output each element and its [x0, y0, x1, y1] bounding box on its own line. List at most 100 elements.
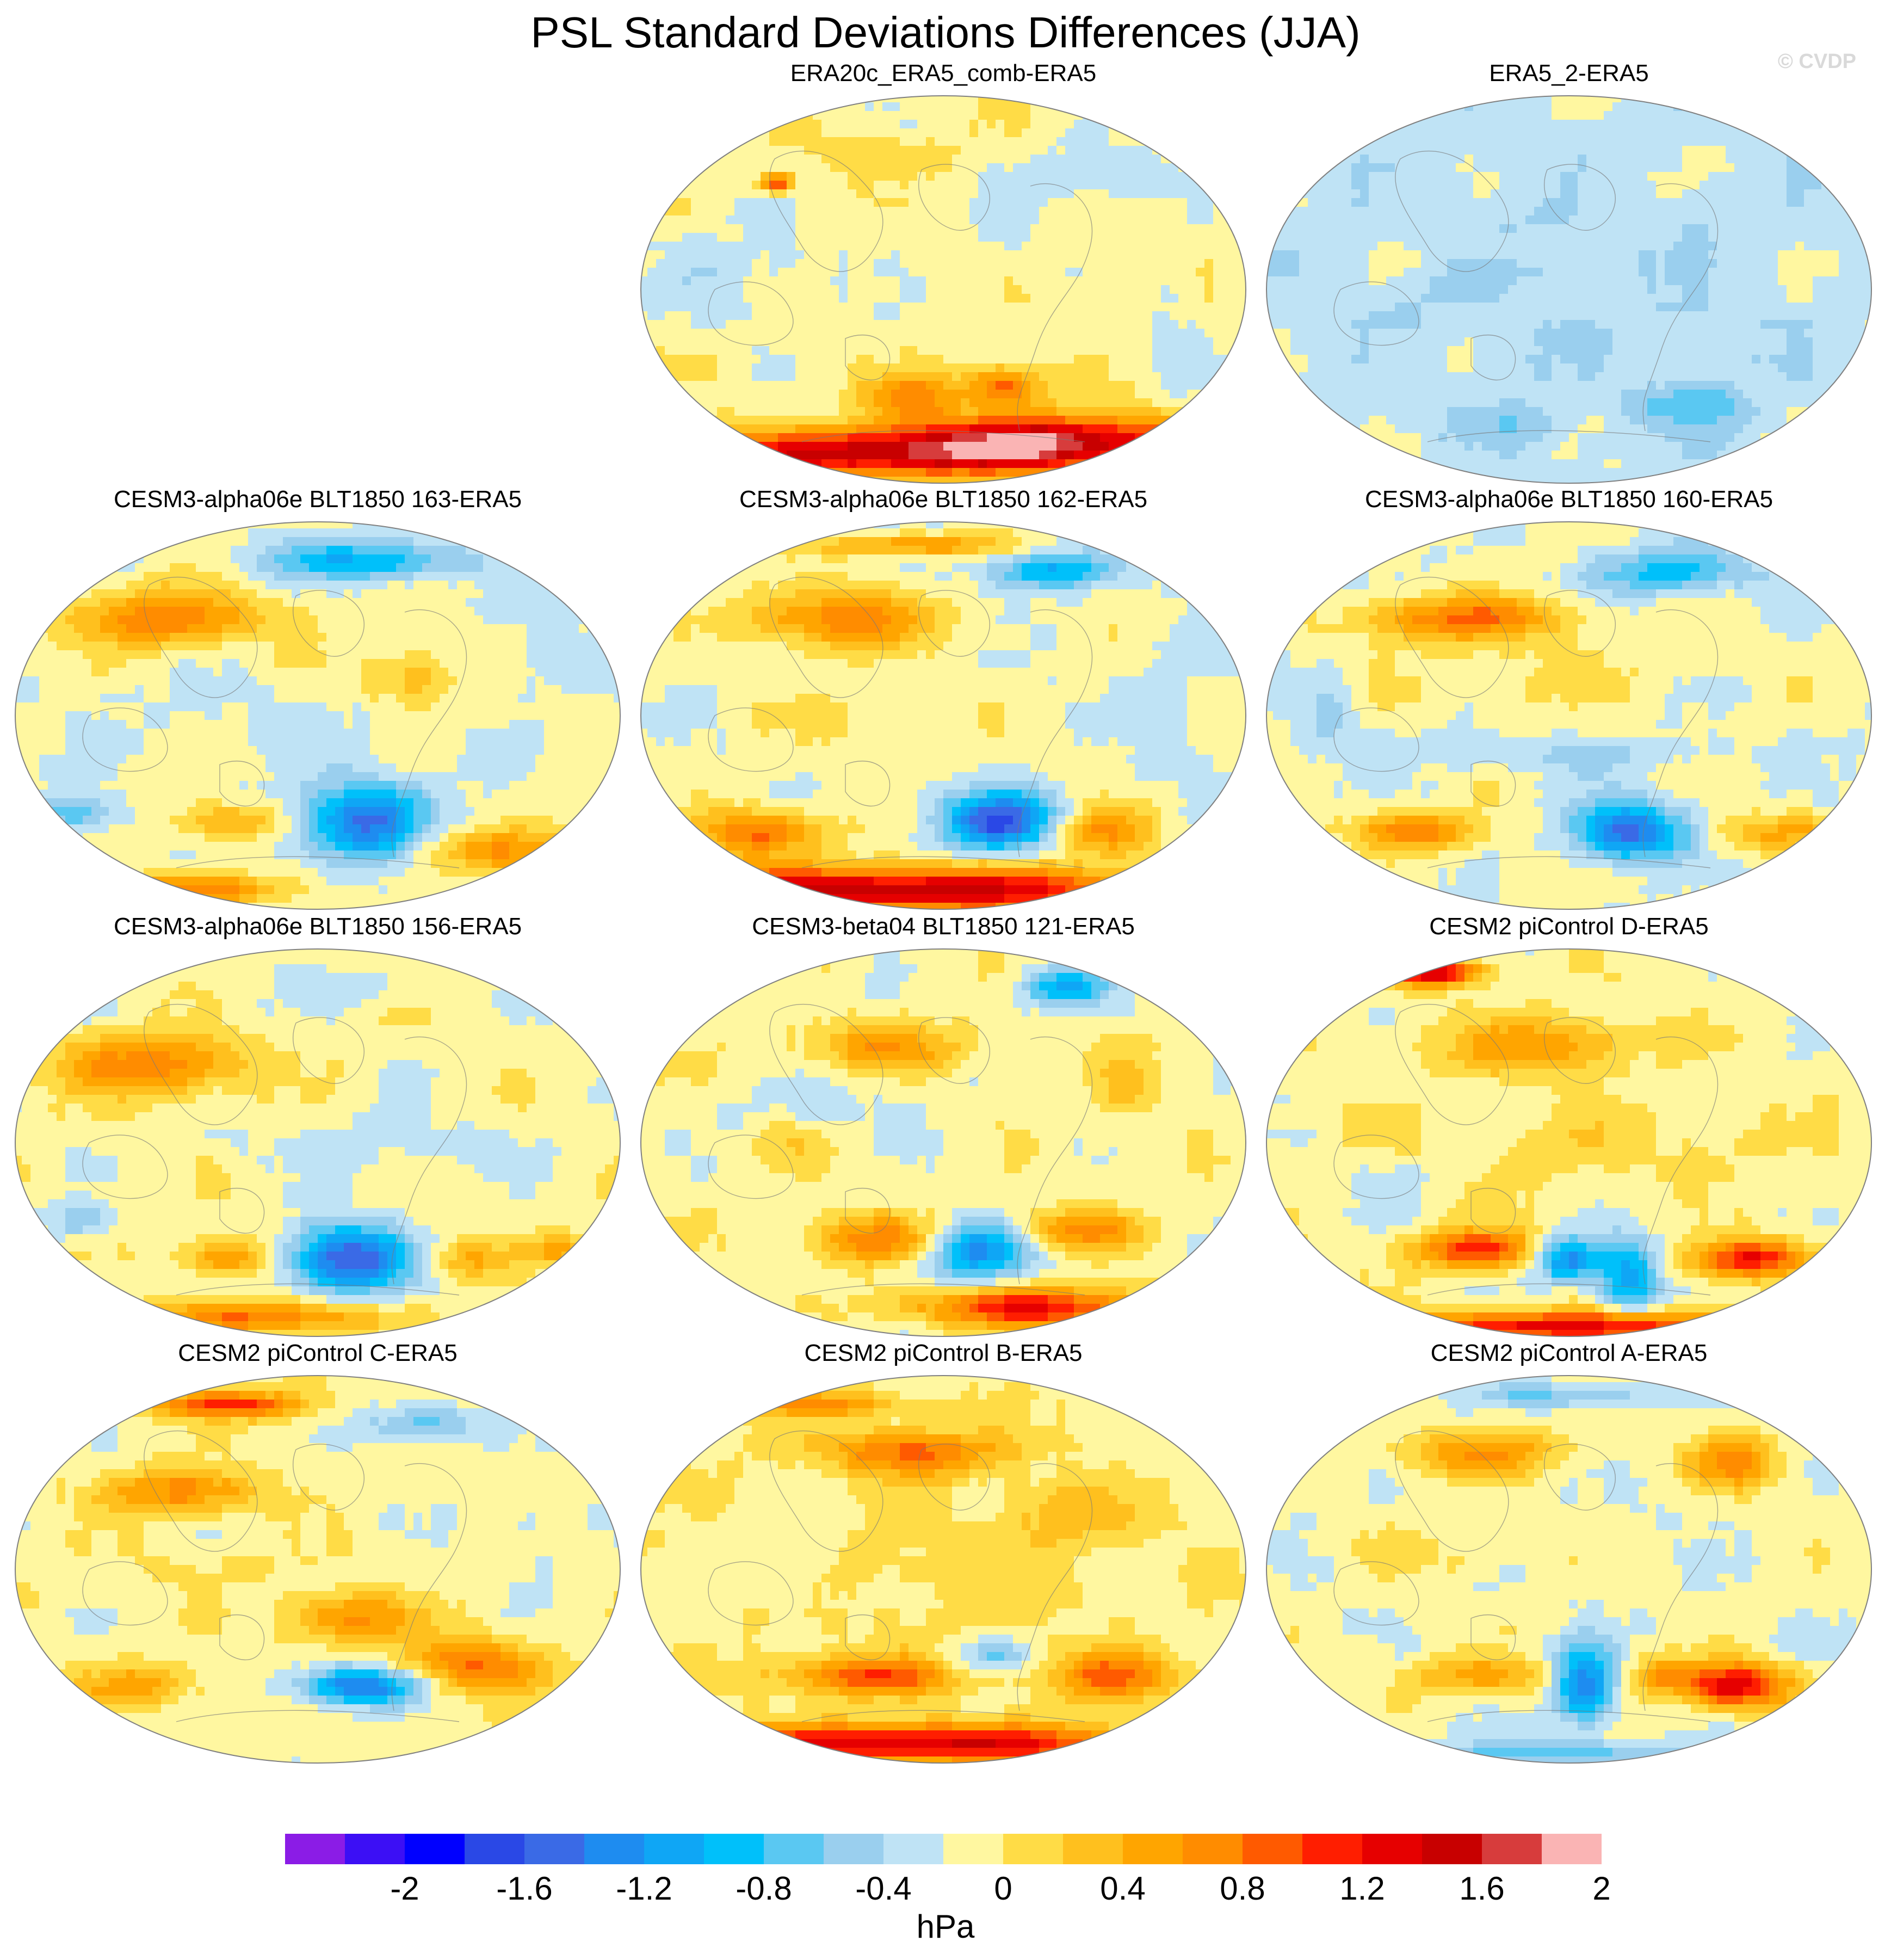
field-cell [1673, 346, 1683, 355]
field-cell [1039, 346, 1048, 355]
field-cell [804, 120, 813, 129]
field-cell [1386, 259, 1395, 268]
field-cell [943, 163, 953, 172]
field-cell [996, 381, 1005, 390]
field-cell [1222, 372, 1231, 381]
field-cell [1377, 268, 1387, 277]
field-cell [1395, 337, 1404, 347]
field-cell [1022, 477, 1031, 483]
field-cell [1430, 128, 1439, 138]
field-cell [1317, 285, 1326, 294]
field-cell [900, 146, 909, 155]
field-cell [865, 207, 874, 216]
field-cell [1135, 181, 1144, 190]
field-cell [917, 146, 926, 155]
field-cell [1821, 215, 1831, 225]
field-cell [1299, 372, 1308, 381]
field-cell [1135, 303, 1144, 312]
field-cell [1013, 276, 1022, 286]
field-cell [726, 381, 735, 390]
field-cell [1386, 433, 1395, 442]
field-cell [1717, 346, 1726, 355]
field-cell [752, 390, 761, 399]
field-cell [795, 207, 805, 216]
field-cell [1847, 311, 1857, 320]
field-cell [1491, 137, 1500, 146]
field-cell [813, 433, 822, 442]
field-cell [969, 146, 979, 155]
field-cell [1030, 381, 1040, 390]
field-cell [1377, 285, 1387, 294]
field-cell [1499, 433, 1509, 442]
field-cell [1517, 398, 1526, 408]
field-cell [743, 268, 752, 277]
field-cell [1231, 268, 1240, 277]
field-cell [1787, 285, 1796, 294]
field-cell [1161, 337, 1170, 347]
field-cell [926, 215, 935, 225]
field-cell [1604, 111, 1613, 120]
field-cell [1464, 198, 1474, 207]
field-cell [1717, 268, 1726, 277]
field-cell [1404, 215, 1413, 225]
field-cell [1673, 207, 1683, 216]
field-cell [1517, 372, 1526, 381]
field-cell [1360, 320, 1369, 329]
field-cell [1144, 346, 1153, 355]
field-cell [769, 363, 778, 373]
field-cell [943, 303, 953, 312]
field-cell [1039, 137, 1048, 146]
field-cell [952, 181, 961, 190]
field-cell [734, 207, 744, 216]
field-cell [1386, 268, 1395, 277]
field-cell [1543, 146, 1552, 155]
field-cell [1039, 233, 1048, 242]
field-cell [778, 146, 787, 155]
field-cell [1083, 442, 1092, 451]
field-cell [830, 355, 839, 364]
field-cell [856, 96, 866, 103]
field-cell [691, 268, 700, 277]
field-cell [1325, 311, 1334, 320]
field-cell [1065, 442, 1074, 451]
field-cell [1656, 120, 1665, 129]
field-cell [1056, 398, 1066, 408]
field-cell [1317, 311, 1326, 320]
field-cell [821, 111, 831, 120]
field-cell [1299, 215, 1308, 225]
field-cell [700, 207, 709, 216]
field-cell [1317, 250, 1326, 260]
field-cell [1691, 215, 1700, 225]
field-cell [952, 320, 961, 329]
field-cell [769, 268, 778, 277]
field-cell [761, 311, 770, 320]
field-cell [1109, 163, 1118, 172]
field-cell [1517, 102, 1526, 112]
field-cell [787, 363, 796, 373]
field-cell [743, 320, 752, 329]
field-cell [952, 390, 961, 399]
field-cell [1126, 207, 1135, 216]
field-cell [1673, 146, 1683, 155]
field-cell [1187, 320, 1196, 329]
field-cell [909, 451, 918, 460]
field-cell [1317, 346, 1326, 355]
field-cell [917, 285, 926, 294]
field-cell [926, 477, 935, 483]
field-cell [961, 303, 970, 312]
field-cell [1708, 303, 1717, 312]
field-cell [813, 189, 822, 199]
field-cell [1091, 250, 1101, 260]
field-cell [1204, 242, 1214, 251]
field-cell [1534, 224, 1543, 233]
field-cell [1839, 189, 1848, 199]
field-cell [1760, 355, 1770, 364]
field-cell [926, 224, 935, 233]
field-cell [926, 137, 935, 146]
field-cell [969, 407, 979, 416]
field-cell [1022, 128, 1031, 138]
field-cell [1438, 311, 1448, 320]
field-cell [1117, 390, 1127, 399]
field-cell [1778, 198, 1787, 207]
field-cell [935, 224, 944, 233]
